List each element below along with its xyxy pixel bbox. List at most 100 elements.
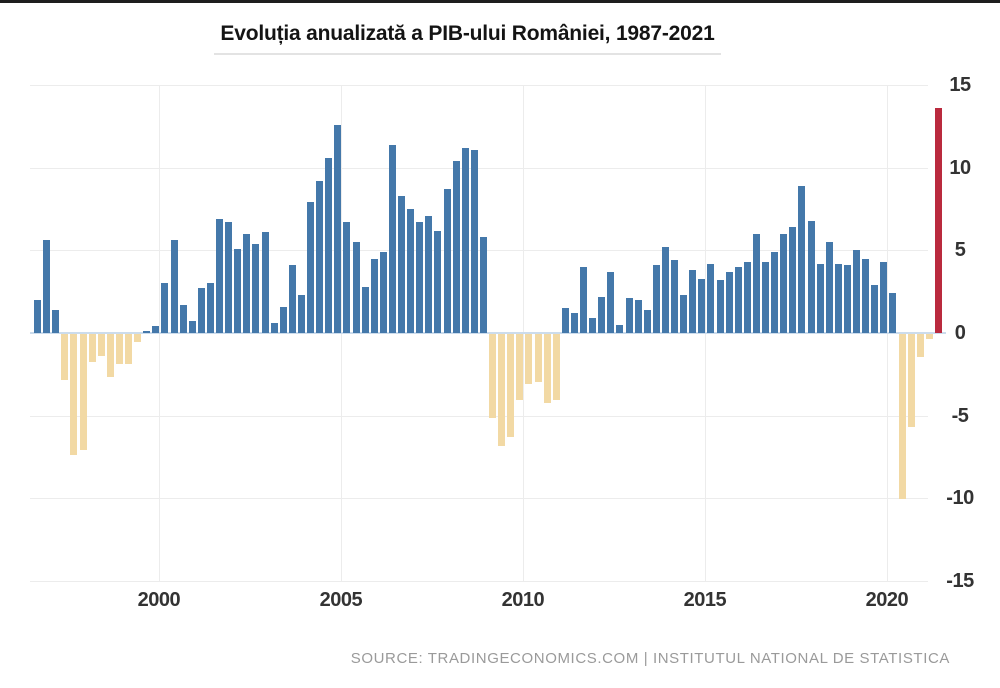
gdp-bar [843,265,851,333]
gdp-bar [853,250,860,333]
gdp-bar [598,296,606,333]
gdp-bar [134,334,142,343]
gdp-bar [325,157,333,333]
gdp-bar [61,334,69,381]
gdp-bar [862,258,870,333]
gdp-bar [734,266,742,333]
gdp-bar [97,334,105,356]
gdp-bar [871,285,879,333]
gdp-bar [43,240,51,333]
chart-title: Evoluția anualizată a PIB-ului României,… [214,22,721,55]
gdp-bar [452,161,460,333]
gdp-bar [470,149,478,333]
y-tick-label: -5 [951,404,969,427]
gdp-bar [143,331,151,333]
gdp-bar [498,334,506,447]
gdp-bar [898,334,906,500]
y-tick-label: 0 [954,322,966,344]
gdp-bar [625,298,633,333]
gdp-bar [907,334,915,427]
x-tick-label: 2015 [683,589,727,611]
gdp-bar [288,265,296,333]
gdp-bar [279,306,287,333]
gdp-bar [398,195,405,333]
gdp-bar [161,283,169,333]
x-tick-label: 2005 [319,589,363,611]
gdp-bar [297,295,305,333]
gdp-bar [379,252,387,333]
x-tick-label: 2010 [501,589,545,611]
gdp-bar [825,242,833,333]
gdp-bar [361,286,369,333]
gdp-bar [179,304,187,333]
gdp-bar [516,334,524,401]
gdp-bar [407,209,415,333]
x-tick-label: 2020 [865,589,909,611]
gdp-bar [188,321,196,333]
y-tick-label: 10 [949,156,971,179]
gdp-bar [307,202,314,333]
gdp-bar [525,334,533,384]
gdp-bar [252,243,260,333]
gdp-bar [243,233,251,333]
gdp-bar [798,185,806,333]
gdp-bar [543,334,551,404]
gdp-bar [79,334,87,450]
gdp-bar [916,334,924,358]
gdp-bar [661,247,669,333]
x-tick-label: 2000 [137,589,181,611]
gdp-bar [816,263,824,333]
top-border-strip [0,0,1000,3]
gdp-bar [216,218,223,333]
gridline-horizontal [30,415,928,417]
gdp-bar [643,309,651,333]
gdp-bar [106,334,114,377]
gdp-bar [689,270,697,333]
gdp-bar [88,334,96,363]
gdp-bar [206,283,214,333]
gdp-bar [434,230,442,333]
gdp-bar [771,252,779,333]
gdp-bar [261,232,269,333]
gdp-bar [716,280,724,333]
gdp-bar [616,324,624,333]
gdp-bar [725,271,733,333]
gdp-bar [680,295,688,333]
gdp-bar [234,248,242,333]
gdp-bar [52,309,60,333]
y-tick-label: -15 [946,570,974,592]
y-tick-label: 5 [954,239,966,262]
y-tick-label: 15 [949,74,971,96]
gdp-bar [115,334,123,364]
gridline-horizontal [30,250,928,252]
gdp-bar [743,261,751,333]
gdp-bar [70,334,78,455]
source-attribution: SOURCE: TRADINGECONOMICS.COM | INSTITUTU… [350,650,950,667]
gridline-horizontal [30,167,928,169]
gdp-bar [752,233,760,333]
gdp-bar [125,334,132,364]
gdp-bar [634,299,642,333]
gdp-bar [580,266,587,333]
gdp-bar [443,189,451,333]
gdp-bar [780,233,788,333]
gdp-bar [316,180,324,333]
title-container: Evoluția anualizată a PIB-ului României,… [0,22,935,55]
gdp-bar [270,323,278,333]
gdp-bar [880,261,888,333]
gdp-bar [479,237,487,333]
gdp-bar [561,308,569,333]
gdp-bar [388,144,396,333]
gdp-bar [834,263,842,333]
gdp-bar [552,334,560,401]
gdp-bar [352,242,360,333]
gdp-bar [507,334,515,437]
gdp-bar [589,318,597,333]
gdp-bar [789,227,797,333]
gdp-bar [698,278,706,333]
gdp-bar [170,240,178,333]
gdp-bar [889,293,897,333]
gdp-bar [152,326,160,333]
